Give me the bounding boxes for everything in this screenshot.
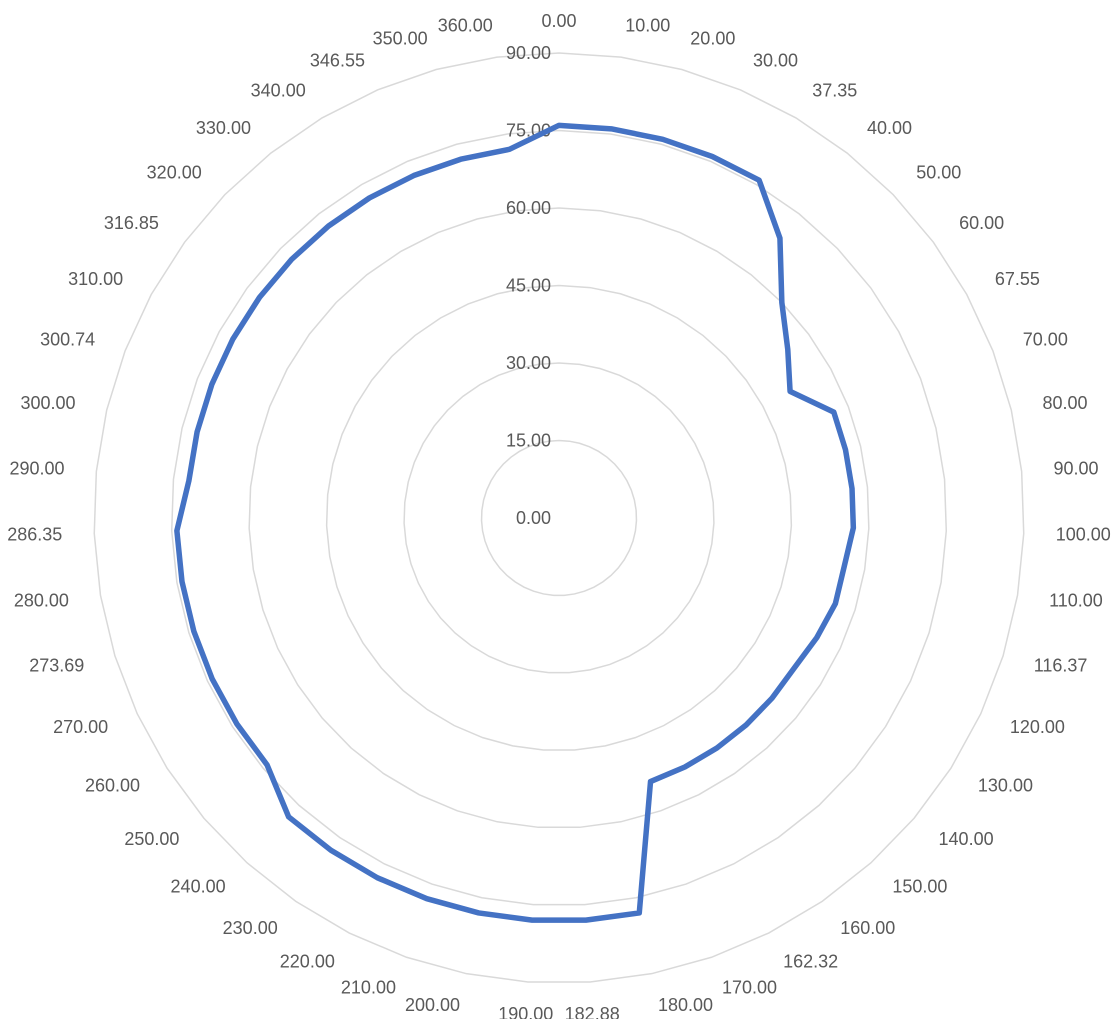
category-label: 70.00: [1023, 329, 1068, 349]
category-label: 190.00: [498, 1004, 553, 1019]
category-label: 130.00: [978, 775, 1033, 795]
category-label: 220.00: [280, 952, 335, 972]
category-label: 316.85: [104, 213, 159, 233]
category-label: 40.00: [867, 118, 912, 138]
category-label: 200.00: [405, 995, 460, 1015]
grid-ring: [480, 439, 638, 597]
grid-ring: [403, 362, 715, 674]
category-label: 37.35: [812, 80, 857, 100]
category-label: 182.88: [565, 1004, 620, 1019]
category-label: 320.00: [147, 162, 202, 182]
tick-label: 15.00: [506, 431, 551, 451]
category-label: 30.00: [753, 50, 798, 70]
grid-ring: [325, 284, 793, 751]
category-label: 67.55: [995, 269, 1040, 289]
grid-ring: [170, 129, 948, 906]
category-label: 280.00: [14, 591, 69, 611]
category-label: 286.35: [7, 525, 62, 545]
category-label: 270.00: [53, 717, 108, 737]
tick-label: 45.00: [506, 276, 551, 296]
category-label: 240.00: [171, 877, 226, 897]
category-label: 0.00: [541, 11, 576, 31]
category-label: 230.00: [223, 918, 278, 938]
category-label: 162.32: [783, 952, 838, 972]
tick-label: 60.00: [506, 198, 551, 218]
category-label: 346.55: [310, 50, 365, 70]
category-label: 180.00: [658, 995, 713, 1015]
category-label: 350.00: [373, 29, 428, 49]
category-label: 80.00: [1042, 393, 1087, 413]
category-label: 300.74: [40, 329, 95, 349]
category-label: 300.00: [20, 393, 75, 413]
category-label: 140.00: [939, 829, 994, 849]
category-label: 340.00: [251, 80, 306, 100]
category-label: 116.37: [1034, 655, 1088, 675]
radar-grid: [93, 52, 1025, 983]
radar-series: [174, 122, 857, 923]
category-label: 260.00: [85, 775, 140, 795]
category-label: 160.00: [840, 918, 895, 938]
category-label: 250.00: [124, 829, 179, 849]
category-label: 330.00: [196, 118, 251, 138]
grid-ring: [93, 52, 1025, 983]
series-line: [174, 122, 857, 923]
category-label: 290.00: [9, 458, 64, 478]
category-label: 60.00: [959, 213, 1004, 233]
category-label: 120.00: [1010, 717, 1065, 737]
category-label: 20.00: [690, 29, 735, 49]
category-label: 360.00: [438, 15, 493, 35]
category-label: 100.00: [1056, 525, 1111, 545]
tick-label: 30.00: [506, 353, 551, 373]
category-label: 90.00: [1054, 458, 1099, 478]
tick-label: 90.00: [506, 43, 551, 63]
category-label: 10.00: [625, 15, 670, 35]
tick-label: 0.00: [516, 508, 551, 528]
category-label: 150.00: [892, 877, 947, 897]
category-label: 310.00: [68, 269, 123, 289]
category-label: 50.00: [916, 162, 961, 182]
category-label: 210.00: [341, 978, 396, 998]
category-labels: 0.00 10.00 20.00 30.00 37.35 40.00 50.00 60.00 6…: [7, 11, 1111, 1019]
category-label: 110.00: [1049, 591, 1103, 611]
category-label: 170.00: [722, 978, 777, 998]
grid-ring: [248, 207, 870, 829]
category-label: 273.69: [29, 655, 84, 675]
